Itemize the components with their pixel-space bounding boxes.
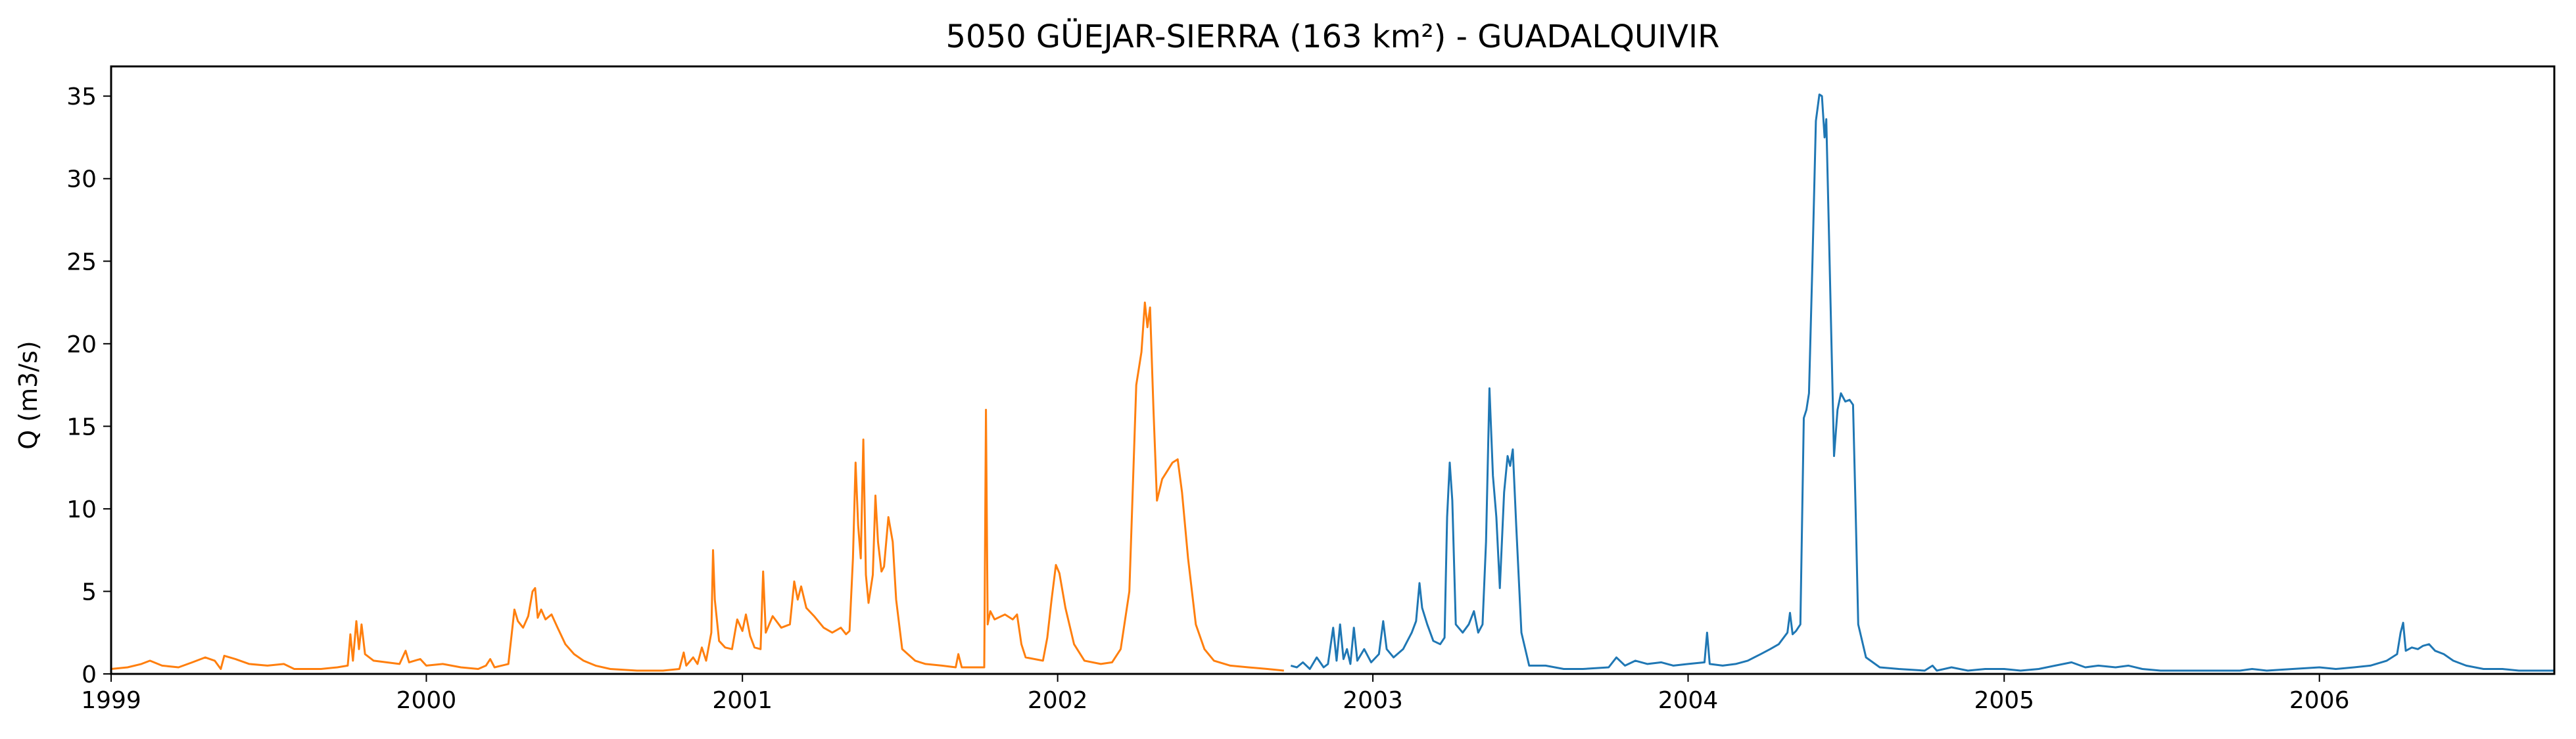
y-tick-label: 30: [66, 166, 97, 193]
x-tick-label: 1999: [81, 687, 141, 714]
x-tick-label: 2006: [2289, 687, 2350, 714]
y-tick-label: 15: [66, 414, 97, 441]
y-axis-label: Q (m3/s): [14, 341, 43, 449]
chart-title: 5050 GÜEJAR-SIERRA (163 km²) - GUADALQUI…: [946, 18, 1720, 55]
x-tick-label: 2002: [1028, 687, 1088, 714]
x-tick-label: 2004: [1658, 687, 1719, 714]
y-tick-label: 25: [66, 249, 97, 275]
x-tick-label: 2003: [1343, 687, 1403, 714]
y-tick-label: 5: [82, 579, 97, 606]
y-tick-label: 20: [66, 331, 97, 358]
y-tick-label: 0: [82, 661, 97, 688]
x-tick-label: 2005: [1974, 687, 2034, 714]
plot-frame: [110, 65, 2556, 675]
series-layer: [110, 93, 2554, 672]
axes-layer: 1999 2000 2001 2002 2003 2004 2005 2006 0 5 10 15 20…: [66, 83, 2349, 714]
x-tick-label: 2001: [712, 687, 773, 714]
series-line-2: [1290, 93, 2554, 672]
series-line-1: [110, 301, 1284, 672]
y-tick-label: 10: [66, 496, 97, 523]
x-tick-label: 2000: [396, 687, 457, 714]
y-tick-label: 35: [66, 83, 97, 110]
